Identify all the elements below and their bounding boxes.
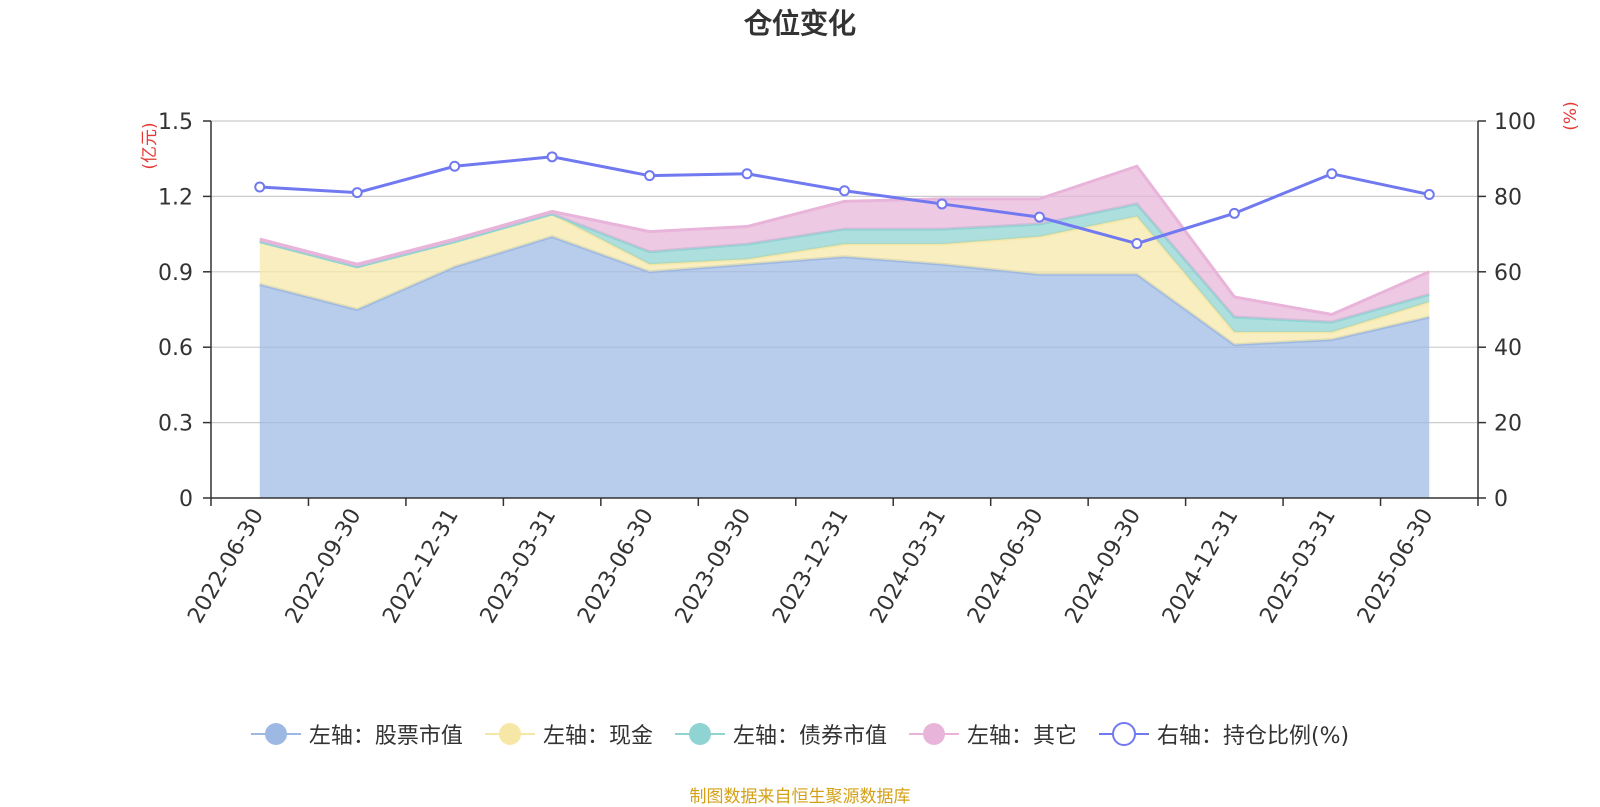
x-tick-label: 2023-06-30 — [573, 505, 659, 628]
legend-filled-circle-icon — [908, 723, 959, 745]
left-axis-unit-label: (亿元) — [140, 122, 160, 169]
left-tick-label: 1.5 — [158, 110, 193, 135]
holding-ratio-point — [351, 187, 363, 199]
right-tick-label: 0 — [1494, 487, 1508, 512]
holding-ratio-point — [936, 198, 948, 210]
legend-item[interactable]: 左轴：其它 — [908, 718, 1077, 750]
right-tick-label: 100 — [1494, 110, 1536, 135]
x-tick-label: 2022-12-31 — [378, 504, 464, 627]
right-axis-unit-label: (%) — [1561, 101, 1581, 130]
x-tick-label: 2024-03-31 — [866, 505, 952, 628]
area-series-edge — [259, 164, 1430, 317]
legend-label: 左轴：其它 — [966, 724, 1077, 749]
right-tick-label: 60 — [1494, 261, 1522, 286]
x-tick-label: 2023-12-31 — [768, 505, 854, 628]
legend-label: 左轴：股票市值 — [308, 724, 463, 749]
holding-ratio-point — [1326, 168, 1338, 180]
right-tick-label: 80 — [1494, 185, 1522, 210]
x-tick-label: 2024-12-31 — [1158, 505, 1244, 628]
holding-ratio-point — [449, 160, 461, 172]
holding-ratio-point — [254, 181, 266, 193]
area-series — [259, 236, 1430, 498]
holding-ratio-point — [644, 170, 656, 182]
holding-ratio-point — [1228, 207, 1240, 219]
holding-ratio-point — [741, 168, 753, 180]
left-tick-label: 0.3 — [158, 412, 193, 437]
holding-ratio-point — [839, 185, 850, 197]
right-tick-label: 40 — [1494, 336, 1522, 361]
holding-ratio-line — [254, 151, 1435, 250]
legend-item[interactable]: 左轴：股票市值 — [250, 718, 463, 750]
x-tick-label: 2023-09-30 — [671, 505, 757, 628]
data-source-note: 制图数据来自恒生聚源数据库 — [689, 787, 911, 807]
left-tick-label: 0 — [179, 487, 193, 512]
x-tick-label: 2024-09-30 — [1061, 505, 1147, 628]
x-tick-label: 2025-03-31 — [1255, 505, 1341, 628]
holding-ratio-point — [1033, 211, 1045, 223]
legend-filled-circle-icon — [674, 723, 725, 745]
holding-ratio-point — [1423, 189, 1435, 201]
chart-title: 仓位变化 — [743, 7, 856, 40]
legend-item[interactable]: 左轴：债券市值 — [674, 718, 887, 750]
legend-item[interactable]: 右轴：持仓比例(%) — [1098, 718, 1350, 750]
left-tick-label: 1.2 — [158, 185, 193, 210]
legend-filled-circle-icon — [484, 723, 535, 745]
legend-hollow-circle-icon — [1098, 722, 1149, 746]
legend-label: 左轴：现金 — [542, 724, 653, 749]
legend-item[interactable]: 左轴：现金 — [484, 718, 653, 750]
legend-label: 左轴：债券市值 — [732, 724, 887, 749]
legend: 左轴：股票市值 左轴：现金 左轴：债券市值 左轴：其它 右轴：持仓比例(%) — [0, 718, 1600, 750]
x-tick-label: 2025-06-30 — [1353, 505, 1439, 628]
left-tick-label: 0.6 — [158, 336, 193, 361]
x-tick-label: 2024-06-30 — [963, 505, 1049, 628]
holding-ratio-point — [546, 151, 558, 163]
x-tick-label: 2022-09-30 — [281, 505, 367, 628]
right-tick-label: 20 — [1494, 412, 1522, 437]
x-tick-label: 2023-03-31 — [476, 505, 562, 628]
left-tick-label: 0.9 — [158, 261, 193, 286]
x-tick-label: 2022-06-30 — [183, 505, 269, 628]
stacked-areas — [259, 164, 1430, 498]
legend-filled-circle-icon — [250, 723, 301, 745]
legend-label: 右轴：持仓比例(%) — [1156, 724, 1350, 749]
holding-ratio-point — [1131, 238, 1143, 250]
